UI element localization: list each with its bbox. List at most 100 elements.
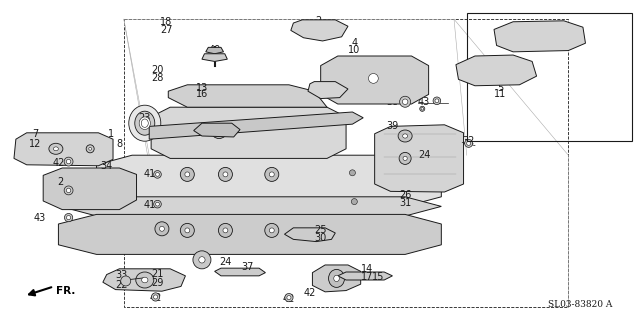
Text: 28: 28	[151, 73, 164, 84]
Text: 13: 13	[196, 83, 208, 93]
Text: 18: 18	[160, 17, 173, 28]
Circle shape	[154, 171, 161, 178]
Polygon shape	[206, 47, 224, 54]
Circle shape	[465, 140, 472, 148]
Ellipse shape	[185, 172, 190, 177]
Text: 38: 38	[386, 97, 399, 108]
Text: 17: 17	[361, 272, 373, 282]
Ellipse shape	[487, 61, 507, 79]
Polygon shape	[151, 107, 346, 158]
Circle shape	[64, 186, 73, 195]
Polygon shape	[14, 133, 113, 166]
Text: 33: 33	[116, 270, 128, 280]
Ellipse shape	[265, 167, 279, 181]
Text: 21: 21	[151, 268, 164, 279]
Text: SL03-83820 A: SL03-83820 A	[549, 300, 613, 309]
Circle shape	[151, 293, 160, 301]
Text: 15: 15	[371, 272, 384, 282]
Circle shape	[435, 99, 439, 103]
Ellipse shape	[180, 223, 194, 237]
Ellipse shape	[223, 172, 228, 177]
Ellipse shape	[328, 269, 345, 287]
Ellipse shape	[89, 148, 91, 150]
Text: 40: 40	[208, 44, 221, 55]
Circle shape	[351, 199, 358, 204]
Ellipse shape	[86, 145, 94, 153]
Polygon shape	[103, 269, 185, 291]
Circle shape	[433, 97, 441, 105]
Ellipse shape	[211, 123, 227, 139]
Ellipse shape	[155, 222, 169, 236]
Ellipse shape	[199, 257, 205, 263]
Text: 43: 43	[418, 97, 431, 108]
Circle shape	[156, 202, 159, 206]
Text: 2: 2	[316, 16, 322, 26]
Polygon shape	[194, 123, 240, 137]
Circle shape	[64, 157, 73, 166]
Ellipse shape	[217, 128, 222, 133]
Circle shape	[403, 99, 408, 105]
Text: 26: 26	[399, 190, 411, 200]
Ellipse shape	[180, 167, 194, 181]
Ellipse shape	[218, 167, 232, 181]
Polygon shape	[291, 20, 348, 41]
Ellipse shape	[159, 226, 164, 231]
Bar	[467, 13, 632, 141]
Polygon shape	[97, 155, 441, 206]
Circle shape	[67, 159, 71, 164]
Ellipse shape	[141, 119, 149, 127]
Text: 6: 6	[332, 80, 338, 90]
Ellipse shape	[223, 228, 228, 233]
Polygon shape	[375, 125, 464, 192]
Polygon shape	[43, 168, 137, 210]
Circle shape	[156, 172, 159, 176]
Circle shape	[467, 141, 471, 145]
Circle shape	[399, 96, 411, 107]
Text: 16: 16	[196, 89, 208, 100]
Polygon shape	[321, 56, 429, 104]
Text: 24: 24	[219, 257, 232, 268]
Text: 19: 19	[213, 126, 225, 136]
Text: 42: 42	[283, 294, 295, 304]
Text: 20: 20	[151, 65, 164, 76]
Ellipse shape	[403, 134, 408, 138]
Ellipse shape	[359, 64, 387, 92]
Circle shape	[154, 200, 161, 208]
Polygon shape	[149, 112, 363, 139]
Text: 29: 29	[151, 278, 164, 288]
Text: 5: 5	[497, 83, 504, 93]
Circle shape	[420, 106, 425, 111]
Text: 41: 41	[143, 169, 156, 180]
Text: 7: 7	[32, 129, 38, 140]
Ellipse shape	[53, 147, 58, 151]
Circle shape	[421, 108, 424, 110]
Ellipse shape	[139, 117, 150, 130]
Ellipse shape	[368, 74, 378, 83]
Polygon shape	[494, 21, 585, 52]
Polygon shape	[168, 85, 327, 107]
Ellipse shape	[493, 67, 501, 73]
Polygon shape	[456, 55, 537, 86]
Text: 42: 42	[52, 158, 65, 168]
Text: 11: 11	[494, 89, 507, 100]
Ellipse shape	[136, 272, 154, 288]
Text: 37: 37	[241, 262, 254, 272]
Text: 8: 8	[116, 139, 123, 149]
Circle shape	[67, 188, 71, 193]
Ellipse shape	[142, 277, 148, 283]
Ellipse shape	[129, 105, 161, 141]
Ellipse shape	[185, 228, 190, 233]
Circle shape	[287, 296, 291, 300]
Circle shape	[65, 213, 73, 222]
Polygon shape	[215, 268, 265, 276]
Text: 22: 22	[116, 280, 128, 290]
Text: FR.: FR.	[56, 286, 76, 296]
Text: 9: 9	[360, 68, 366, 79]
Text: 41: 41	[143, 200, 156, 210]
Ellipse shape	[334, 275, 339, 282]
Polygon shape	[338, 272, 392, 280]
Text: 42: 42	[149, 292, 162, 303]
Text: 25: 25	[314, 225, 327, 236]
Ellipse shape	[269, 228, 274, 233]
Text: 43: 43	[33, 212, 46, 223]
